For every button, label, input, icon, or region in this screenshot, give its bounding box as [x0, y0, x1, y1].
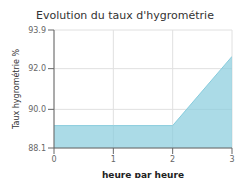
- svg-text:Taux hygrométrie %: Taux hygrométrie %: [11, 49, 21, 131]
- svg-text:88.1: 88.1: [28, 144, 46, 153]
- svg-text:1: 1: [111, 155, 116, 164]
- svg-text:90.0: 90.0: [28, 105, 46, 114]
- svg-text:0: 0: [51, 155, 56, 164]
- html-text:Evolution du taux d'hygrométri: Evolution du taux d'hygrométrie: [36, 9, 214, 22]
- svg-text:92.0: 92.0: [28, 64, 46, 73]
- svg-text:3: 3: [229, 155, 234, 164]
- svg-text:2: 2: [170, 155, 175, 164]
- svg-text:93.9: 93.9: [28, 26, 46, 35]
- svg-text:heure par heure: heure par heure: [102, 170, 184, 178]
